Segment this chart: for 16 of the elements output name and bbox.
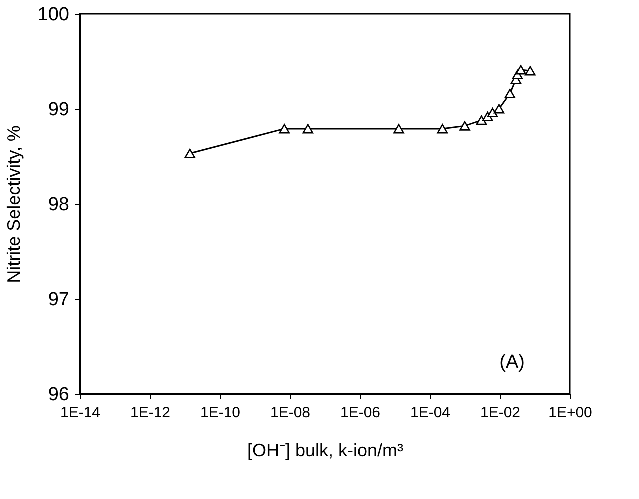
x-tick-label: 1E-04 [410,404,451,422]
annotation: (A) [500,352,525,373]
y-tick-label: 99 [48,100,70,120]
y-axis-title: Nitrite Selectivity, % [4,126,24,284]
x-axis-title: [OH⁻] bulk, k-ion/m³ [247,440,404,460]
y-tick-label: 100 [38,4,70,26]
x-tick-label: 1E+00 [548,404,592,422]
x-tick-label: 1E-02 [480,404,521,422]
x-tick-label: 1E-06 [340,404,381,422]
y-tick-label: 96 [48,384,70,406]
x-tick-label: 1E-10 [200,404,241,422]
x-tick-label: 1E-08 [270,404,311,422]
y-tick-label: 97 [48,290,70,310]
x-tick-label: 1E-12 [130,404,171,422]
y-tick-label: 98 [48,194,70,216]
x-tick-label: 1E-14 [60,404,101,422]
